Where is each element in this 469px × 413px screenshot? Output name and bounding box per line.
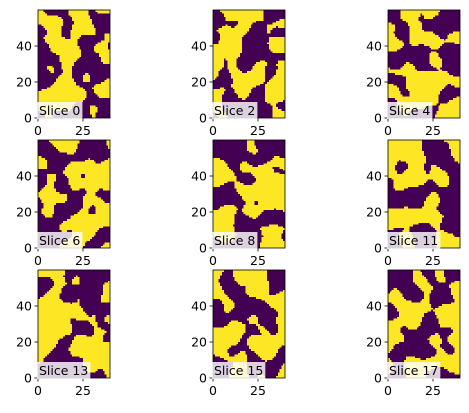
x-tick-label: 25 bbox=[250, 253, 266, 268]
panel-0: 0 20 40 0 25 Slice 0 bbox=[16, 9, 111, 138]
slice-label: Slice 2 bbox=[214, 103, 255, 118]
slice-label: Slice 4 bbox=[389, 103, 430, 118]
y-tick-label: 0 bbox=[24, 241, 32, 256]
panel-7: 0 20 40 0 25 Slice 15 bbox=[191, 269, 286, 398]
slice-label-box bbox=[37, 362, 91, 379]
y-tick-label: 40 bbox=[16, 169, 32, 184]
y-tick-label: 20 bbox=[366, 205, 382, 220]
slice-label: Slice 8 bbox=[214, 233, 255, 248]
y-tick-label: 20 bbox=[16, 205, 32, 220]
y-tick-label: 0 bbox=[374, 241, 382, 256]
y-tick-label: 40 bbox=[366, 39, 382, 54]
x-tick-label: 0 bbox=[209, 253, 217, 268]
y-tick-label: 40 bbox=[366, 169, 382, 184]
x-tick-label: 25 bbox=[75, 383, 91, 398]
x-tick-label: 0 bbox=[384, 123, 392, 138]
y-tick-label: 20 bbox=[366, 335, 382, 350]
x-tick-label: 0 bbox=[34, 383, 42, 398]
slice-label: Slice 17 bbox=[389, 363, 438, 378]
y-tick-label: 20 bbox=[366, 75, 382, 90]
heatmap-cells bbox=[388, 140, 460, 248]
heatmap-cells bbox=[213, 140, 285, 248]
x-tick-label: 0 bbox=[384, 253, 392, 268]
slice-label-box bbox=[37, 232, 83, 249]
slice-label-box bbox=[387, 102, 433, 119]
y-tick-label: 20 bbox=[16, 75, 32, 90]
panel-1: 0 20 40 0 25 Slice 2 bbox=[191, 9, 286, 138]
slice-label: Slice 15 bbox=[214, 363, 263, 378]
x-tick-label: 25 bbox=[250, 383, 266, 398]
y-tick-label: 40 bbox=[191, 169, 207, 184]
x-tick-label: 0 bbox=[209, 383, 217, 398]
y-tick-label: 0 bbox=[199, 241, 207, 256]
y-tick-label: 40 bbox=[16, 39, 32, 54]
x-tick-label: 25 bbox=[75, 123, 91, 138]
y-tick-label: 40 bbox=[191, 39, 207, 54]
x-tick-label: 25 bbox=[75, 253, 91, 268]
y-tick-label: 40 bbox=[16, 299, 32, 314]
slice-label-box bbox=[212, 362, 266, 379]
y-tick-label: 0 bbox=[24, 371, 32, 386]
heatmap-cells bbox=[213, 270, 285, 378]
x-tick-label: 0 bbox=[34, 253, 42, 268]
heatmap-cells bbox=[388, 10, 460, 118]
panel-8: 0 20 40 0 25 Slice 17 bbox=[366, 269, 461, 398]
panel-2: 0 20 40 0 25 Slice 4 bbox=[366, 9, 461, 138]
y-tick-label: 0 bbox=[24, 111, 32, 126]
slice-label: Slice 0 bbox=[39, 103, 80, 118]
heatmap-cells bbox=[213, 10, 285, 118]
x-tick-label: 0 bbox=[209, 123, 217, 138]
slice-label-box bbox=[37, 102, 83, 119]
y-tick-label: 0 bbox=[199, 371, 207, 386]
x-tick-label: 25 bbox=[425, 123, 441, 138]
y-tick-label: 40 bbox=[191, 299, 207, 314]
heatmap-cells bbox=[38, 140, 110, 248]
x-tick-label: 25 bbox=[425, 253, 441, 268]
x-tick-label: 0 bbox=[34, 123, 42, 138]
y-tick-label: 0 bbox=[374, 111, 382, 126]
slice-label-box bbox=[387, 362, 441, 379]
slice-label: Slice 13 bbox=[39, 363, 88, 378]
y-tick-label: 0 bbox=[374, 371, 382, 386]
slice-label: Slice 11 bbox=[389, 233, 438, 248]
x-tick-label: 25 bbox=[250, 123, 266, 138]
x-tick-label: 0 bbox=[384, 383, 392, 398]
panel-3: 0 20 40 0 25 Slice 6 bbox=[16, 139, 111, 268]
slice-label-box bbox=[212, 102, 258, 119]
y-tick-label: 0 bbox=[199, 111, 207, 126]
y-tick-label: 20 bbox=[16, 335, 32, 350]
slice-label-box bbox=[212, 232, 258, 249]
panel-4: 0 20 40 0 25 Slice 8 bbox=[191, 139, 286, 268]
y-tick-label: 20 bbox=[191, 205, 207, 220]
y-tick-label: 20 bbox=[191, 75, 207, 90]
slice-label: Slice 6 bbox=[39, 233, 80, 248]
x-tick-label: 25 bbox=[425, 383, 441, 398]
panel-5: 0 20 40 0 25 Slice 11 bbox=[366, 139, 461, 268]
y-tick-label: 20 bbox=[191, 335, 207, 350]
y-tick-label: 40 bbox=[366, 299, 382, 314]
slice-label-box bbox=[387, 232, 441, 249]
heatmap-cells bbox=[37, 270, 110, 378]
panel-6: 0 20 40 0 25 Slice 13 bbox=[16, 269, 111, 398]
heatmap-cells bbox=[388, 270, 460, 378]
heatmap-cells bbox=[37, 10, 110, 118]
